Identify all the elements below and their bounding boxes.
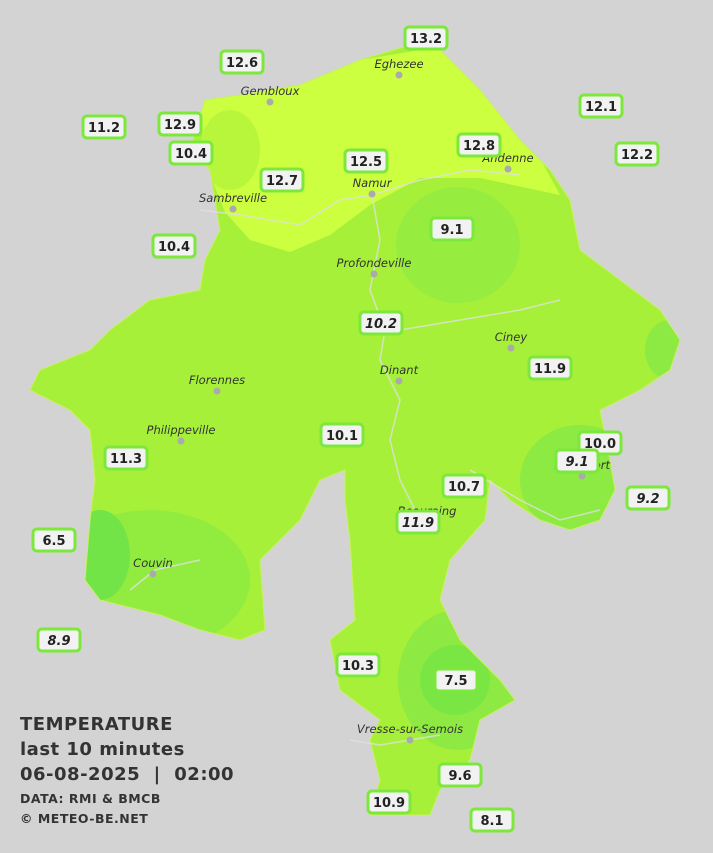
station-value: 11.9 xyxy=(534,362,566,377)
station-box xyxy=(319,422,365,448)
station-box xyxy=(366,789,412,815)
station-value: 11.3 xyxy=(110,452,142,467)
station-box xyxy=(554,448,600,474)
town-label: Ciney xyxy=(495,330,528,344)
legend-copyright: © METEO-BE.NET xyxy=(20,811,148,826)
station-value: 10.3 xyxy=(342,659,374,674)
town-label: Florennes xyxy=(189,373,245,387)
town-label: Sambreville xyxy=(199,191,267,205)
station-box xyxy=(335,652,381,678)
station-value: 10.7 xyxy=(448,480,480,495)
town-dot xyxy=(149,570,157,578)
town-dot xyxy=(370,270,378,278)
town-dot xyxy=(395,377,403,385)
town-label: Gembloux xyxy=(241,84,300,98)
station-value: 12.1 xyxy=(585,100,617,115)
station-value: 7.5 xyxy=(444,674,467,689)
station-value: 12.2 xyxy=(621,148,653,163)
station-box xyxy=(157,111,203,137)
rivers xyxy=(129,169,601,746)
station-box xyxy=(429,216,475,242)
town-label: Philippeville xyxy=(147,423,216,437)
town-dot xyxy=(395,71,403,79)
stations: 12.6 13.2 11.2 12.9 10.4 12.7 12.5 12.8 12.1 12.2… xyxy=(31,25,671,833)
station-value: 12.6 xyxy=(226,56,258,71)
station-value: 11.2 xyxy=(88,121,120,136)
station-value: 8.9 xyxy=(47,634,70,649)
station-box xyxy=(259,167,305,193)
station-box xyxy=(578,93,624,119)
station-box xyxy=(81,114,127,140)
legend-source: DATA: RMI & BMCB xyxy=(20,791,161,806)
station-value: 10.1 xyxy=(326,429,358,444)
town-label: Eghezee xyxy=(374,57,423,71)
station-box xyxy=(625,485,671,511)
station-value: 12.7 xyxy=(266,174,298,189)
station-value: 10.4 xyxy=(158,240,190,255)
station-value: 9.6 xyxy=(448,769,471,784)
station-box xyxy=(36,627,82,653)
station-box xyxy=(395,509,441,535)
station-box xyxy=(31,527,77,553)
station-value: 8.1 xyxy=(480,814,503,829)
legend: TEMPERATURE last 10 minutes 06-08-2025 |… xyxy=(20,714,234,826)
station-value: 9.1 xyxy=(565,455,588,470)
town-dot xyxy=(266,98,274,106)
station-value: 12.5 xyxy=(350,155,382,170)
town-label: Dinant xyxy=(380,363,419,377)
town-dot xyxy=(578,472,586,480)
town-dot xyxy=(368,190,376,198)
station-box xyxy=(343,148,389,174)
station-box xyxy=(358,310,404,336)
station-box xyxy=(614,141,660,167)
town-label: Namur xyxy=(353,176,393,190)
station-box xyxy=(433,667,479,693)
town-dot xyxy=(213,387,221,395)
station-box xyxy=(441,473,487,499)
station-value: 6.5 xyxy=(42,534,65,549)
station-value: 10.2 xyxy=(365,317,397,332)
legend-period: last 10 minutes xyxy=(20,739,185,760)
station-value: 10.0 xyxy=(584,437,616,452)
station-value: 10.4 xyxy=(175,147,207,162)
legend-datetime: 06-08-2025 | 02:00 xyxy=(20,764,234,785)
station-value: 10.9 xyxy=(373,796,405,811)
station-box xyxy=(403,25,449,51)
town-dot xyxy=(406,736,414,744)
station-box xyxy=(456,132,502,158)
town-dot xyxy=(229,205,237,213)
town-label: Profondeville xyxy=(337,256,412,270)
station-box xyxy=(219,49,265,75)
station-value: 13.2 xyxy=(410,32,442,47)
station-value: 12.8 xyxy=(463,139,495,154)
station-box xyxy=(151,233,197,259)
station-box xyxy=(527,355,573,381)
station-value: 9.1 xyxy=(440,223,463,238)
station-box xyxy=(437,762,483,788)
town-label: Couvin xyxy=(133,556,173,570)
station-value: 11.9 xyxy=(402,516,434,531)
station-value: 12.9 xyxy=(164,118,196,133)
station-box xyxy=(103,445,149,471)
town-label: Vresse-sur-Semois xyxy=(357,722,463,736)
legend-title: TEMPERATURE xyxy=(20,714,173,735)
station-box xyxy=(469,807,515,833)
town-dot xyxy=(504,165,512,173)
station-box xyxy=(168,140,214,166)
town-dot xyxy=(507,344,515,352)
station-value: 9.2 xyxy=(636,492,659,507)
town-dot xyxy=(177,437,185,445)
